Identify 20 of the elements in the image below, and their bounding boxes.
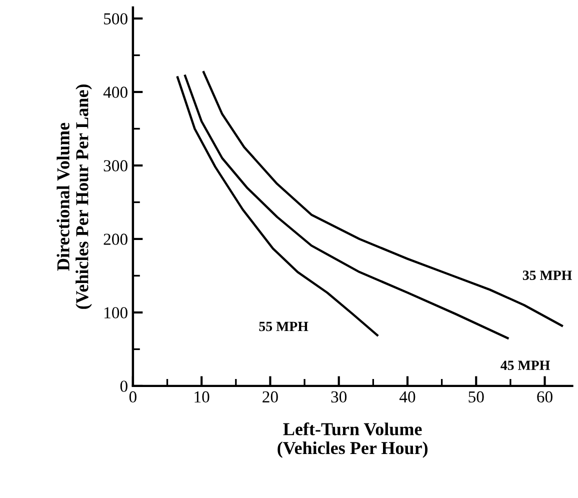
y-tick-label: 500 xyxy=(104,13,128,24)
y-tick-label: 0 xyxy=(120,380,128,392)
line-series xyxy=(176,76,378,336)
series-label: 35 MPH xyxy=(522,270,572,280)
line-series xyxy=(184,74,509,340)
y-tick-label: 400 xyxy=(103,86,128,98)
x-tick-label: 30 xyxy=(331,391,347,403)
x-tick-label: 60 xyxy=(537,391,552,403)
x-tick-label: 10 xyxy=(194,391,210,403)
x-tick-label: 20 xyxy=(262,391,278,403)
y-tick-label: 200 xyxy=(104,234,128,245)
y-axis-title: Directional Volume (Vehicles Per Hour Per Lane) xyxy=(56,84,92,309)
text: 55 MPH xyxy=(259,322,308,332)
x-tick-label: 40 xyxy=(399,391,416,403)
x-axis-title: Left-Turn Volume (Vehicles Per Hour) xyxy=(278,422,428,458)
y-tick-label: 300 xyxy=(104,160,128,172)
y-tick-label: 100 xyxy=(104,307,128,318)
x-tick-label: 0 xyxy=(129,391,136,403)
series-label: 45 MPH xyxy=(500,360,550,370)
x-tick-label: 50 xyxy=(468,391,484,403)
